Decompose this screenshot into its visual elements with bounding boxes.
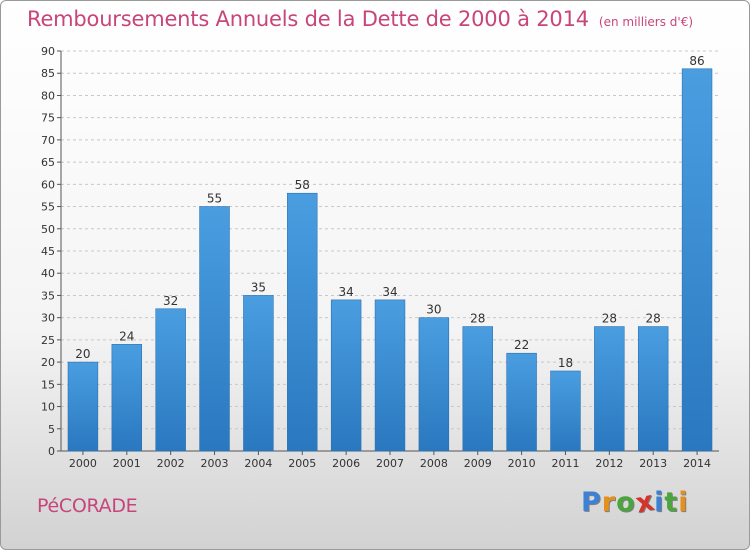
bar [462, 326, 493, 452]
x-tick-label: 2003 [201, 457, 229, 470]
x-tick-label: 2005 [288, 457, 316, 470]
y-tick-label: 25 [41, 334, 55, 347]
x-tick-label: 2006 [332, 457, 360, 470]
x-tick-label: 2001 [113, 457, 141, 470]
x-tick-label: 2014 [683, 457, 711, 470]
bar [506, 352, 537, 452]
bar-value-label: 32 [163, 294, 178, 308]
bar [67, 361, 99, 452]
bar-value-label: 20 [75, 347, 90, 361]
proxiti-logo: Proxiti [581, 485, 689, 519]
bar-value-label: 30 [426, 303, 441, 317]
logo-letter: r [601, 487, 617, 518]
x-tick-label: 2007 [376, 457, 404, 470]
bar [243, 295, 274, 452]
y-tick-label: 0 [48, 445, 55, 458]
x-tick-label: 2000 [69, 457, 97, 470]
x-tick-label: 2008 [420, 457, 448, 470]
bar-value-label: 28 [646, 312, 661, 326]
bar [330, 299, 362, 452]
bar-value-label: 28 [470, 312, 485, 326]
y-tick-label: 50 [41, 223, 55, 236]
title-row: Remboursements Annuels de la Dette de 20… [27, 7, 693, 31]
y-tick-label: 30 [41, 312, 55, 325]
y-tick-label: 15 [41, 378, 55, 391]
bar-value-label: 18 [558, 356, 573, 370]
x-tick-label: 2002 [157, 457, 185, 470]
chart-subtitle: (en milliers d'€) [598, 15, 694, 29]
bar [550, 370, 581, 452]
bar [681, 68, 713, 452]
logo-letter: i [678, 487, 689, 518]
bar [594, 326, 625, 452]
y-tick-label: 5 [48, 423, 55, 436]
bar [155, 308, 186, 452]
y-tick-label: 55 [41, 201, 55, 214]
y-tick-label: 80 [41, 89, 55, 102]
bar-value-label: 58 [295, 178, 310, 192]
bar-value-label: 86 [689, 54, 704, 68]
y-tick-label: 90 [41, 45, 55, 58]
bar-value-label: 34 [382, 285, 397, 299]
bar-value-label: 28 [602, 312, 617, 326]
bar [637, 326, 669, 452]
x-tick-label: 2012 [595, 457, 623, 470]
y-tick-label: 70 [41, 134, 55, 147]
logo-letter: o [616, 487, 636, 518]
x-tick-label: 2009 [464, 457, 492, 470]
x-tick-label: 2010 [508, 457, 536, 470]
chart-title: Remboursements Annuels de la Dette de 20… [27, 7, 589, 31]
bar [111, 344, 143, 452]
logo-letter: t [664, 487, 679, 518]
bar [199, 206, 230, 452]
y-tick-label: 60 [41, 178, 55, 191]
logo-letter: P [581, 487, 602, 518]
x-tick-label: 2004 [244, 457, 272, 470]
y-tick-label: 20 [41, 356, 55, 369]
commune-name: PéCORADE [37, 495, 138, 517]
bar-value-label: 35 [251, 280, 266, 294]
bar-value-label: 55 [207, 192, 222, 206]
bar [418, 317, 450, 452]
bar-value-label: 24 [119, 329, 134, 343]
y-tick-label: 10 [41, 401, 55, 414]
y-tick-label: 35 [41, 289, 55, 302]
bar-value-label: 34 [338, 285, 353, 299]
x-tick-label: 2013 [639, 457, 667, 470]
bar-value-label: 22 [514, 338, 529, 352]
y-tick-label: 75 [41, 112, 55, 125]
y-tick-label: 40 [41, 267, 55, 280]
y-tick-label: 85 [41, 67, 55, 80]
y-tick-label: 65 [41, 156, 55, 169]
y-tick-label: 45 [41, 245, 55, 258]
bar [287, 192, 318, 452]
logo-letter: i [654, 487, 665, 518]
x-tick-label: 2011 [551, 457, 579, 470]
bar [374, 299, 406, 452]
